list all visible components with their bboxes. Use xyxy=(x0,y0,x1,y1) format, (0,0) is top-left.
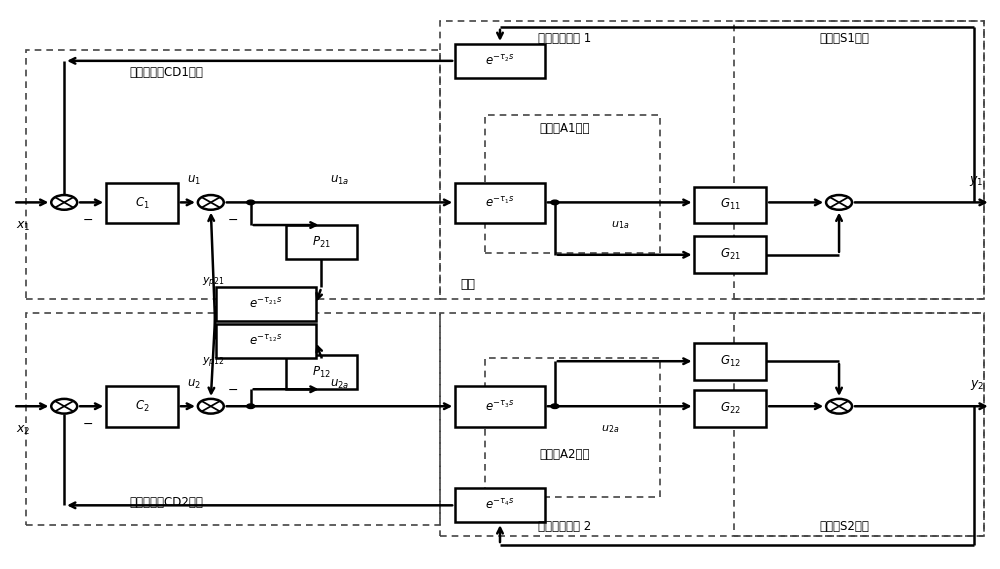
Bar xyxy=(286,355,357,389)
Text: $u_{1a}$: $u_{1a}$ xyxy=(330,174,349,187)
Bar xyxy=(216,287,316,321)
Text: $e^{-\tau_1 s}$: $e^{-\tau_1 s}$ xyxy=(485,196,515,210)
Bar xyxy=(734,21,984,299)
Bar xyxy=(106,386,178,427)
Text: $y_{p12}$: $y_{p12}$ xyxy=(202,356,225,370)
Bar xyxy=(216,324,316,358)
Bar xyxy=(734,313,984,537)
Bar xyxy=(440,21,984,299)
Bar xyxy=(26,50,440,299)
Text: $C_2$: $C_2$ xyxy=(135,399,149,414)
Bar xyxy=(455,44,545,78)
Text: $e^{-\tau_2 s}$: $e^{-\tau_2 s}$ xyxy=(485,54,515,68)
Text: 执行器A1节点: 执行器A1节点 xyxy=(540,122,590,135)
Text: $-$: $-$ xyxy=(227,383,238,396)
Text: 控制解耦器CD1节点: 控制解耦器CD1节点 xyxy=(129,65,203,79)
Bar xyxy=(485,358,660,497)
Text: 闭环控制回路 2: 闭环控制回路 2 xyxy=(538,520,591,533)
Text: $C_1$: $C_1$ xyxy=(135,195,149,211)
Circle shape xyxy=(247,404,255,409)
Circle shape xyxy=(551,200,559,205)
Text: $G_{11}$: $G_{11}$ xyxy=(720,197,741,212)
Text: $G_{12}$: $G_{12}$ xyxy=(720,354,741,369)
Text: $e^{-\tau_3 s}$: $e^{-\tau_3 s}$ xyxy=(485,400,515,414)
Text: $G_{21}$: $G_{21}$ xyxy=(720,247,741,262)
Text: $P_{21}$: $P_{21}$ xyxy=(312,234,331,250)
Bar xyxy=(694,236,766,273)
Text: $-$: $-$ xyxy=(82,213,93,225)
Bar xyxy=(26,313,440,525)
Bar xyxy=(286,225,357,259)
Text: $u_1$: $u_1$ xyxy=(187,174,201,187)
Text: $x_2$: $x_2$ xyxy=(16,423,31,436)
Bar xyxy=(455,386,545,427)
Text: $y_2$: $y_2$ xyxy=(970,378,984,391)
Bar xyxy=(455,183,545,224)
Text: $P_{12}$: $P_{12}$ xyxy=(312,365,331,380)
Text: $-$: $-$ xyxy=(82,417,93,430)
Text: 网络: 网络 xyxy=(461,278,476,291)
Text: $y_1$: $y_1$ xyxy=(969,174,984,188)
Bar xyxy=(455,488,545,522)
Bar xyxy=(694,187,766,224)
Text: $x_1$: $x_1$ xyxy=(16,220,31,233)
Text: $y_{p21}$: $y_{p21}$ xyxy=(202,275,225,290)
Bar xyxy=(485,114,660,253)
Text: $u_{2a}$: $u_{2a}$ xyxy=(330,378,349,391)
Bar xyxy=(440,313,984,537)
Text: 传感器S1节点: 传感器S1节点 xyxy=(819,32,869,45)
Text: $e^{-\tau_4 s}$: $e^{-\tau_4 s}$ xyxy=(485,498,515,512)
Text: $u_{1a}$: $u_{1a}$ xyxy=(611,219,629,231)
Bar xyxy=(694,343,766,380)
Text: $e^{-\tau_{21}s}$: $e^{-\tau_{21}s}$ xyxy=(249,298,282,311)
Text: $u_2$: $u_2$ xyxy=(187,378,201,391)
Text: 闭环控制回路 1: 闭环控制回路 1 xyxy=(538,32,591,45)
Text: 执行器A2节点: 执行器A2节点 xyxy=(540,448,590,461)
Text: 传感器S2节点: 传感器S2节点 xyxy=(819,520,869,533)
Text: $u_{2a}$: $u_{2a}$ xyxy=(601,423,619,435)
Circle shape xyxy=(551,404,559,409)
Text: $G_{22}$: $G_{22}$ xyxy=(720,401,741,417)
Text: $e^{-\tau_{12}s}$: $e^{-\tau_{12}s}$ xyxy=(249,334,282,348)
Text: 控制解耦器CD2节点: 控制解耦器CD2节点 xyxy=(129,496,203,509)
Bar xyxy=(106,183,178,224)
Text: $-$: $-$ xyxy=(227,213,238,225)
Circle shape xyxy=(247,200,255,205)
Bar xyxy=(694,390,766,427)
